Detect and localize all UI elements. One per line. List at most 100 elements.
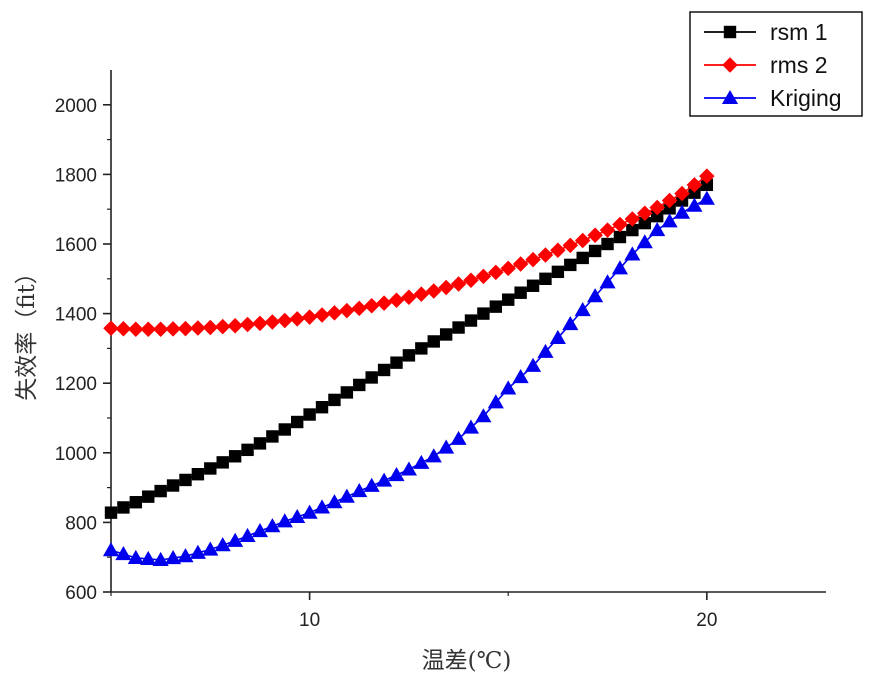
legend-label: rms 2 (770, 52, 828, 78)
data-point-interp (587, 288, 604, 303)
data-point (601, 237, 614, 251)
data-point (452, 321, 465, 334)
data-point-interp (214, 318, 231, 335)
data-point-interp (413, 454, 430, 469)
y-tick-label: 1000 (55, 444, 97, 465)
data-point (228, 450, 242, 463)
data-point (699, 168, 715, 184)
data-point-interp (388, 467, 405, 482)
data-point (624, 211, 641, 227)
data-point (328, 393, 341, 407)
y-axis-title: 失效率（fit） (14, 261, 40, 401)
y-tick-label: 600 (65, 583, 97, 604)
data-point (425, 448, 442, 463)
y-tick-label: 1200 (55, 374, 97, 395)
legend-marker (722, 57, 738, 73)
data-point (301, 504, 318, 519)
data-point-interp (489, 300, 503, 313)
data-point-interp (165, 550, 182, 565)
data-point-interp (266, 430, 279, 443)
data-point-interp (115, 320, 132, 337)
series-rsm-1 (104, 178, 714, 519)
data-point (127, 549, 144, 564)
data-point (351, 300, 368, 317)
data-point-interp (216, 456, 229, 469)
legend: rsm 1 rms 2 Kriging (689, 11, 863, 117)
data-point (177, 548, 194, 563)
data-point (202, 319, 219, 336)
legend-label: Kriging (770, 85, 842, 111)
legend-marker (721, 89, 739, 105)
data-point-interp (438, 279, 454, 296)
data-point-interp (264, 314, 281, 330)
data-point (626, 223, 639, 237)
data-point-interp (289, 311, 305, 327)
data-point (152, 551, 169, 567)
data-point-interp (415, 342, 428, 355)
data-point (376, 472, 393, 487)
data-point (599, 274, 616, 289)
data-point-interp (661, 192, 678, 209)
data-point-interp (241, 443, 254, 457)
y-tick-label: 2000 (55, 96, 97, 117)
y-tick-label: 1400 (55, 305, 97, 326)
y-tick-label: 800 (65, 513, 97, 534)
data-point (326, 305, 343, 321)
data-point-interp (290, 415, 304, 429)
data-point-interp (512, 256, 529, 272)
legend-entry: rsm 1 (704, 19, 828, 45)
data-point-interp (686, 197, 703, 212)
data-point-interp (140, 550, 157, 565)
data-point-interp (688, 186, 701, 199)
data-point (551, 265, 565, 279)
data-point-interp (564, 258, 577, 272)
data-point-interp (363, 477, 380, 492)
data-point-interp (638, 216, 651, 230)
legend-entry: Kriging (704, 85, 842, 111)
legend-marker (723, 25, 737, 39)
data-point-interp (117, 501, 130, 514)
data-point (549, 329, 566, 345)
data-point-interp (115, 546, 132, 561)
data-point (251, 523, 269, 538)
data-point (425, 283, 442, 299)
series-line (110, 175, 708, 331)
y-tick-label: 1800 (55, 165, 97, 186)
data-point-interp (313, 499, 331, 514)
data-point (252, 315, 268, 332)
data-point (650, 209, 664, 223)
data-point (574, 232, 591, 249)
data-point (204, 462, 217, 475)
legend-entry: rms 2 (704, 52, 828, 78)
data-point (698, 190, 715, 205)
data-point (649, 222, 666, 237)
data-point (227, 532, 244, 547)
series-rms-2 (103, 168, 715, 338)
data-point (427, 335, 440, 348)
data-point-interp (338, 488, 355, 503)
data-point (576, 251, 589, 265)
series-layer (102, 168, 715, 567)
data-point (103, 320, 119, 336)
data-point (227, 318, 243, 334)
data-point (524, 357, 542, 372)
data-point (301, 309, 318, 325)
data-point (351, 483, 368, 498)
data-point (525, 251, 541, 268)
x-tick-label: 20 (696, 610, 717, 631)
data-point (154, 484, 167, 498)
data-point (303, 408, 316, 421)
data-point (599, 222, 616, 238)
data-point (477, 307, 490, 320)
data-point (278, 423, 291, 436)
y-axis-ticks: 600 800 1000 1200 1400 1600 1800 2000 (55, 96, 111, 604)
series-line (110, 198, 708, 561)
data-point (500, 260, 516, 277)
data-point (401, 289, 417, 305)
data-point-interp (537, 343, 554, 358)
data-point (377, 363, 391, 377)
data-point (277, 312, 293, 329)
data-point-interp (636, 234, 653, 249)
data-point-interp (463, 272, 479, 288)
data-point-interp (314, 307, 330, 323)
